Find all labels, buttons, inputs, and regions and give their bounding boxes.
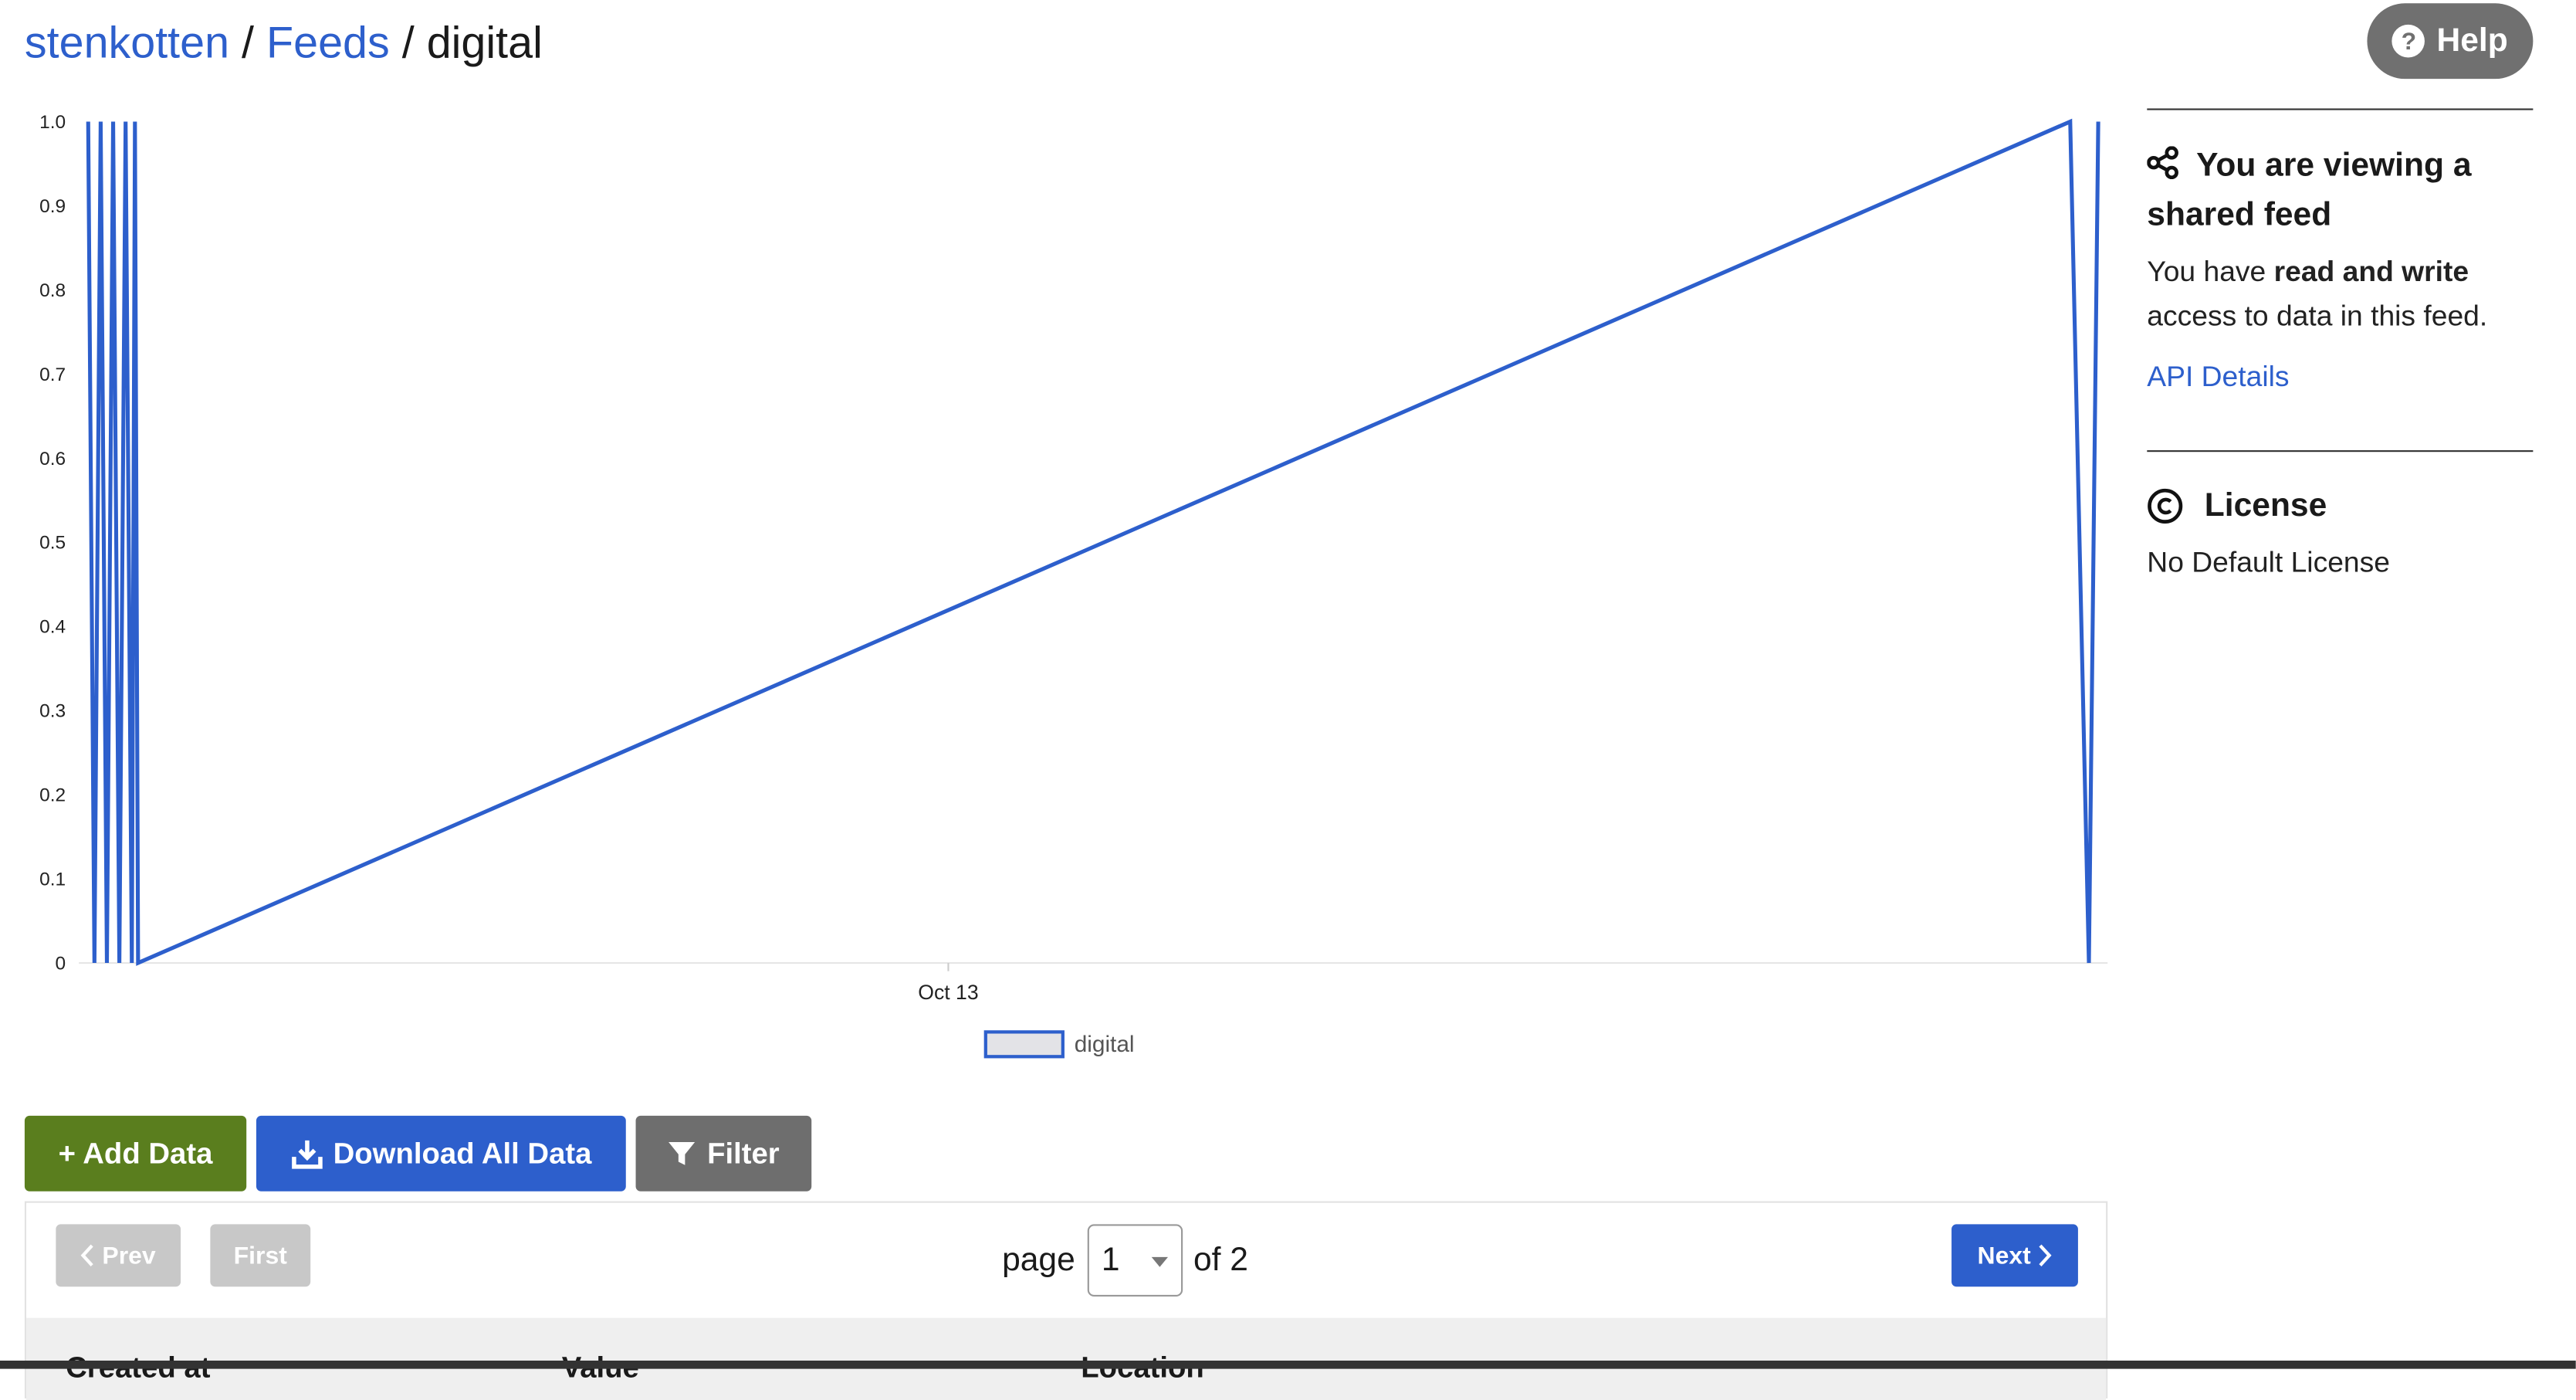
access-suffix: access to data in this feed.: [2147, 299, 2488, 332]
shared-feed-title: You are viewing a shared feed: [2147, 147, 2472, 234]
copyright-icon: [2148, 488, 2183, 524]
share-icon: [2147, 146, 2178, 180]
shared-feed-heading: You are viewing a shared feed: [2147, 141, 2533, 240]
y-tick-label: 0.3: [39, 701, 66, 722]
license-title: License: [2204, 488, 2327, 524]
feed-page: stenkotten / Feeds / digital ? Help 0 0.1…: [0, 3, 2576, 1400]
caret-down-icon: [1150, 1256, 1167, 1267]
license-value: No Default License: [2147, 545, 2390, 579]
chevron-left-icon: [81, 1244, 94, 1266]
help-button[interactable]: ? Help: [2367, 3, 2534, 80]
breadcrumb-user-link[interactable]: stenkotten: [24, 18, 230, 68]
access-description: You have read and write access to data i…: [2147, 249, 2541, 338]
y-tick-label: 0: [56, 954, 66, 975]
add-data-button[interactable]: + Add Data: [24, 1115, 247, 1192]
x-tick-label: Oct 13: [918, 981, 978, 1004]
breadcrumb-current-feed: digital: [426, 18, 543, 68]
y-tick-label: 0.6: [39, 449, 66, 469]
prev-label: Prev: [102, 1241, 156, 1269]
y-tick-label: 0.4: [39, 617, 66, 638]
y-tick-label: 1.0: [39, 112, 66, 133]
breadcrumb: stenkotten / Feeds / digital: [25, 13, 543, 73]
filter-button[interactable]: Filter: [635, 1115, 812, 1192]
y-tick-label: 0.7: [39, 364, 66, 385]
license-heading: License: [2147, 482, 2327, 531]
y-tick-label: 0.2: [39, 785, 66, 806]
y-tick-label: 0.5: [39, 533, 66, 554]
chevron-right-icon: [2039, 1244, 2053, 1266]
series-digital: [86, 118, 2100, 966]
page-label: page: [1002, 1241, 1075, 1278]
page-selector: page 1 of 2: [1002, 1222, 1248, 1298]
x-axis: Oct 13: [918, 963, 979, 1004]
download-all-data-label: Download All Data: [333, 1136, 592, 1170]
sidebar-divider: [2147, 108, 2534, 110]
window-bottom-edge: [0, 1360, 2576, 1369]
page-count-label: of 2: [1193, 1241, 1248, 1278]
question-icon: ?: [2392, 24, 2425, 58]
legend-label-digital: digital: [1075, 1032, 1135, 1057]
download-all-data-button[interactable]: Download All Data: [256, 1115, 626, 1192]
filter-label: Filter: [707, 1136, 780, 1170]
next-label: Next: [1977, 1241, 2031, 1269]
api-details-link[interactable]: API Details: [2147, 360, 2290, 393]
sidebar-divider: [2147, 450, 2534, 453]
legend: digital: [983, 1030, 1135, 1059]
y-axis: 0 0.1 0.2 0.3 0.4 0.5 0.6 0.7 0.8 0.9 1.0: [39, 112, 66, 975]
table-header-row: Created at Value Location: [26, 1317, 2107, 1400]
series-line-digital: [86, 118, 2100, 966]
filter-icon: [669, 1141, 696, 1165]
y-tick-label: 0.9: [39, 196, 66, 217]
legend-swatch-digital: [983, 1030, 1065, 1059]
breadcrumb-separator: /: [401, 18, 415, 68]
feed-chart: 0 0.1 0.2 0.3 0.4 0.5 0.6 0.7 0.8 0.9 1.0 Oct 13 d…: [39, 112, 2108, 1059]
breadcrumb-separator: /: [242, 18, 255, 68]
first-page-button[interactable]: First: [210, 1224, 311, 1287]
access-level: read and write: [2273, 254, 2469, 288]
y-tick-label: 0.8: [39, 280, 66, 301]
download-icon: [291, 1140, 323, 1169]
prev-page-button[interactable]: Prev: [56, 1224, 181, 1287]
help-label: Help: [2436, 22, 2508, 59]
current-page-value: 1: [1101, 1241, 1120, 1278]
y-tick-label: 0.1: [39, 869, 66, 890]
page-number-select[interactable]: 1: [1086, 1224, 1183, 1297]
breadcrumb-feeds-link[interactable]: Feeds: [266, 18, 390, 68]
next-page-button[interactable]: Next: [1951, 1224, 2078, 1287]
access-prefix: You have: [2147, 254, 2266, 288]
